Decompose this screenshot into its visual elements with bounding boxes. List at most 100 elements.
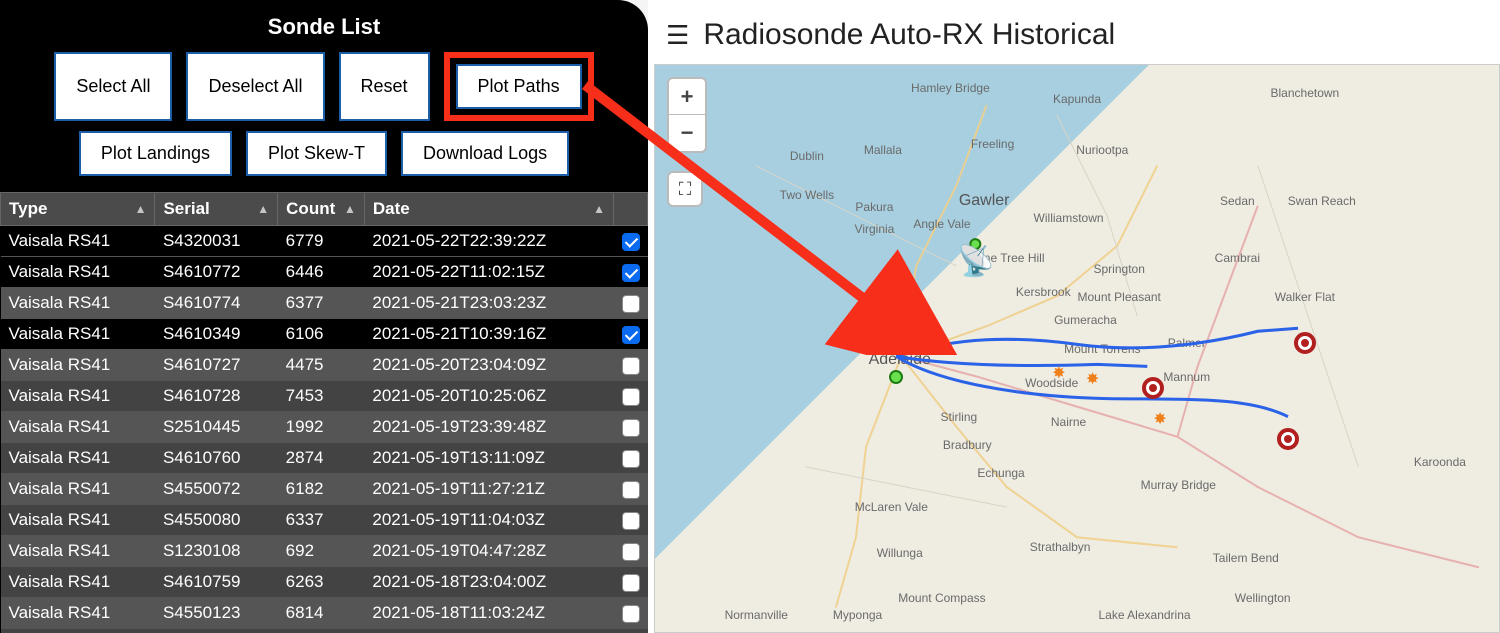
table-row[interactable]: Vaisala RS41S461072744752021-05-20T23:04… [1,350,648,381]
row-checkbox[interactable] [622,295,640,313]
table-row[interactable]: Vaisala RS41S432003167792021-05-22T22:39… [1,226,648,257]
row-checkbox[interactable] [622,543,640,561]
cell-count: 6106 [278,319,365,350]
map-place-label: Kapunda [1053,92,1101,106]
sort-icon: ▲ [593,202,605,216]
row-checkbox[interactable] [622,574,640,592]
row-checkbox[interactable] [622,233,640,251]
map-place-label: Palmer [1168,336,1206,350]
column-header-date[interactable]: Date▲ [364,193,613,226]
cell-type: Vaisala RS41 [1,226,155,257]
panel-title: Sonde List [0,0,648,52]
table-row[interactable]: Vaisala RS41S455007261822021-05-19T11:27… [1,474,648,505]
burst-marker: ✸ [1052,363,1068,379]
cell-date: 2021-05-18T23:04:00Z [364,567,613,598]
row-checkbox[interactable] [622,326,640,344]
row-checkbox[interactable] [622,419,640,437]
cell-count: 1992 [278,412,365,443]
cell-serial: S4610349 [155,319,278,350]
download-logs-button[interactable]: Download Logs [401,131,569,176]
cell-serial: S4550123 [155,598,278,629]
landing-marker [1277,428,1299,450]
zoom-in-button[interactable]: + [669,79,705,115]
zoom-control: + − [667,77,707,153]
sort-icon: ▲ [135,202,147,216]
hamburger-icon[interactable]: ☰ [666,22,689,48]
map-place-label: Adelaide [869,351,931,369]
cell-count: 15 [278,629,365,633]
map-place-label: Mallala [864,143,902,157]
cell-type: Vaisala RS41 [1,288,155,319]
row-checkbox[interactable] [622,388,640,406]
cell-count: 2874 [278,443,365,474]
cell-count: 6182 [278,474,365,505]
map-place-label: Walker Flat [1275,290,1335,304]
table-row[interactable]: Vaisala RS41S251044519922021-05-19T23:39… [1,412,648,443]
map-panel: ☰ Radiosonde Auto-RX Historical Adel [648,0,1500,633]
table-row[interactable]: Vaisala RS41S461077463772021-05-21T23:03… [1,288,648,319]
table-row[interactable]: Vaisala RS41S2630277152021-05-18T00:34:4… [1,629,648,633]
cell-date: 2021-05-19T11:04:03Z [364,505,613,536]
map-place-label: Angle Vale [913,217,970,231]
map-place-label: Echunga [977,466,1024,480]
row-checkbox[interactable] [622,605,640,623]
sort-icon: ▲ [344,202,356,216]
table-row[interactable]: Vaisala RS41S455012368142021-05-18T11:03… [1,598,648,629]
plot-landings-button[interactable]: Plot Landings [79,131,232,176]
table-row[interactable]: Vaisala RS41S461034961062021-05-21T10:39… [1,319,648,350]
zoom-out-button[interactable]: − [669,115,705,151]
map-place-label: Willunga [877,546,923,560]
select-all-button[interactable]: Select All [54,52,172,121]
fullscreen-button[interactable]: ⛶ [667,171,703,207]
station-marker: 📡 [957,238,994,279]
map-place-label: Karoonda [1414,455,1466,469]
cell-serial: S4610760 [155,443,278,474]
cell-count: 6337 [278,505,365,536]
map-place-label: Strathalbyn [1030,540,1091,554]
table-row[interactable]: Vaisala RS41S461077264462021-05-22T11:02… [1,257,648,288]
cell-type: Vaisala RS41 [1,350,155,381]
table-row[interactable]: Vaisala RS41S461072874532021-05-20T10:25… [1,381,648,412]
map[interactable]: AdelaideGawlerDublinMallalaHamley Bridge… [654,64,1500,633]
cell-count: 692 [278,536,365,567]
reset-button[interactable]: Reset [339,52,430,121]
row-checkbox[interactable] [622,450,640,468]
cell-serial: S4320031 [155,226,278,257]
plot-paths-button[interactable]: Plot Paths [456,64,582,109]
map-place-label: Sedan [1220,194,1255,208]
row-checkbox[interactable] [622,357,640,375]
burst-marker: ✸ [1086,369,1102,385]
map-place-label: Cambrai [1215,251,1260,265]
map-place-label: Virginia [855,222,895,236]
column-header-type[interactable]: Type▲ [1,193,155,226]
map-place-label: Normanville [725,608,788,622]
cell-serial: S4610772 [155,257,278,288]
table-row[interactable]: Vaisala RS41S461075962632021-05-18T23:04… [1,567,648,598]
map-place-label: Mount Pleasant [1077,290,1160,304]
map-place-label: Mount Compass [898,591,985,605]
plot-skewt-button[interactable]: Plot Skew-T [246,131,387,176]
sonde-table: Type▲ Serial▲ Count▲ Date▲ Vaisala RS41S… [0,192,648,633]
map-place-label: McLaren Vale [855,500,928,514]
map-place-label: Nuriootpa [1076,143,1128,157]
launch-marker [889,370,903,384]
cell-count: 7453 [278,381,365,412]
burst-marker: ✸ [1153,409,1169,425]
table-row[interactable]: Vaisala RS41S455008063372021-05-19T11:04… [1,505,648,536]
column-header-count[interactable]: Count▲ [278,193,365,226]
cell-type: Vaisala RS41 [1,567,155,598]
table-row[interactable]: Vaisala RS41S12301086922021-05-19T04:47:… [1,536,648,567]
row-checkbox[interactable] [622,264,640,282]
map-place-label: Wellington [1235,591,1291,605]
map-place-label: Tailem Bend [1213,551,1279,565]
row-checkbox[interactable] [622,512,640,530]
row-checkbox[interactable] [622,481,640,499]
map-place-label: Williamstown [1034,211,1104,225]
cell-count: 4475 [278,350,365,381]
table-row[interactable]: Vaisala RS41S461076028742021-05-19T13:11… [1,443,648,474]
map-place-label: Lake Alexandrina [1098,608,1190,622]
map-place-label: Bradbury [943,438,992,452]
landing-marker [1294,332,1316,354]
deselect-all-button[interactable]: Deselect All [186,52,324,121]
column-header-serial[interactable]: Serial▲ [155,193,278,226]
